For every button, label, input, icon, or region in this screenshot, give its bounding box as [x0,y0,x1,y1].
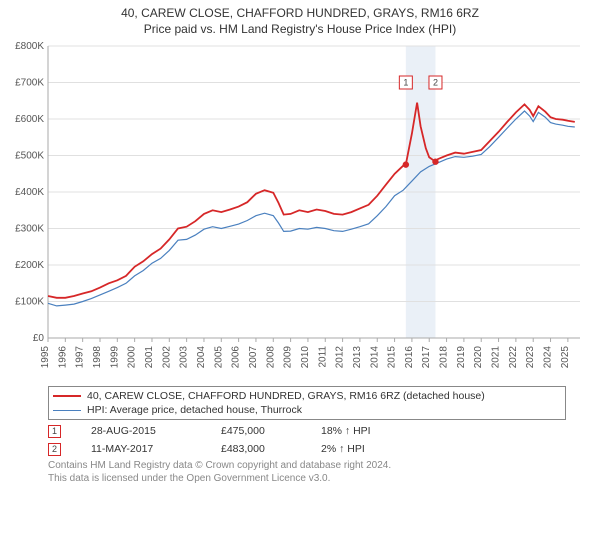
x-axis-tick: 1998 [92,346,103,369]
chart-title-block: 40, CAREW CLOSE, CHAFFORD HUNDRED, GRAYS… [0,0,600,36]
x-axis-tick: 2025 [560,346,571,369]
x-axis-tick: 2008 [265,346,276,369]
transaction-dot [403,161,409,167]
x-axis-tick: 2001 [144,346,155,369]
transaction-price: £483,000 [221,443,291,455]
x-axis-tick: 2012 [335,346,346,369]
legend-row: 40, CAREW CLOSE, CHAFFORD HUNDRED, GRAYS… [53,389,561,403]
x-axis-tick: 2010 [300,346,311,369]
transaction-date: 28-AUG-2015 [91,425,191,437]
chart-title-address: 40, CAREW CLOSE, CHAFFORD HUNDRED, GRAYS… [0,6,600,20]
y-axis-tick: £400K [15,187,44,198]
disclaimer-line: This data is licensed under the Open Gov… [48,473,566,486]
x-axis-tick: 2020 [473,346,484,369]
x-axis-tick: 2003 [179,346,190,369]
y-axis-tick: £300K [15,224,44,235]
x-axis-tick: 2014 [369,346,380,369]
x-axis-tick: 2016 [404,346,415,369]
y-axis-tick: £800K [15,42,44,52]
transaction-number-badge: 2 [48,443,61,456]
y-axis-tick: £600K [15,114,44,125]
x-axis-tick: 2002 [161,346,172,369]
transaction-table: 1 28-AUG-2015 £475,000 18% ↑ HPI 2 11-MAY-201… [48,422,566,458]
transaction-marker-label: 1 [403,78,408,88]
y-axis-tick: £0 [33,333,45,344]
transaction-price: £475,000 [221,425,291,437]
legend-swatch [53,410,81,411]
x-axis-tick: 2004 [196,346,207,369]
chart-title-subtitle: Price paid vs. HM Land Registry's House … [0,22,600,36]
legend-label: HPI: Average price, detached house, Thur… [87,404,302,416]
x-axis-tick: 2005 [213,346,224,369]
legend-label: 40, CAREW CLOSE, CHAFFORD HUNDRED, GRAYS… [87,390,485,402]
x-axis-tick: 2007 [248,346,259,369]
transaction-number-badge: 1 [48,425,61,438]
hpi-series-line [48,111,575,306]
x-axis-tick: 2021 [491,346,502,369]
x-axis-tick: 2024 [543,346,554,369]
transaction-delta: 18% ↑ HPI [321,425,401,437]
x-axis-tick: 2000 [127,346,138,369]
transaction-row: 2 11-MAY-2017 £483,000 2% ↑ HPI [48,440,566,458]
legend-row: HPI: Average price, detached house, Thur… [53,403,561,417]
legend-swatch [53,395,81,397]
line-chart-svg: £0 £100K £200K £300K £400K £500K £600K £700K £80… [0,42,600,382]
y-axis-tick: £100K [15,297,44,308]
y-axis-tick: £200K [15,260,44,271]
y-axis-tick: £700K [15,78,44,89]
transaction-marker-label: 2 [433,78,438,88]
x-axis-tick: 1999 [109,346,120,369]
chart-area: £0 £100K £200K £300K £400K £500K £600K £700K £80… [0,42,600,382]
transaction-delta: 2% ↑ HPI [321,443,401,455]
legend: 40, CAREW CLOSE, CHAFFORD HUNDRED, GRAYS… [48,386,566,420]
x-axis-tick: 2009 [283,346,294,369]
x-axis-tick: 1997 [75,346,86,369]
data-disclaimer: Contains HM Land Registry data © Crown c… [48,460,566,485]
x-axis-tick: 2022 [508,346,519,369]
x-axis-tick: 2018 [439,346,450,369]
x-axis-tick: 2011 [317,346,328,368]
x-axis-tick: 2015 [387,346,398,369]
transaction-row: 1 28-AUG-2015 £475,000 18% ↑ HPI [48,422,566,440]
y-axis-tick: £500K [15,151,44,162]
x-axis-tick: 2023 [525,346,536,369]
x-axis-tick: 1996 [57,346,68,369]
x-axis-tick: 2019 [456,346,467,369]
x-axis-tick: 2017 [421,346,432,369]
x-axis-tick: 2006 [231,346,242,369]
transaction-date: 11-MAY-2017 [91,443,191,455]
property-series-line [48,103,575,298]
x-axis-tick: 1995 [40,346,51,369]
transaction-dot [432,159,438,165]
disclaimer-line: Contains HM Land Registry data © Crown c… [48,460,566,473]
x-axis-tick: 2013 [352,346,363,369]
